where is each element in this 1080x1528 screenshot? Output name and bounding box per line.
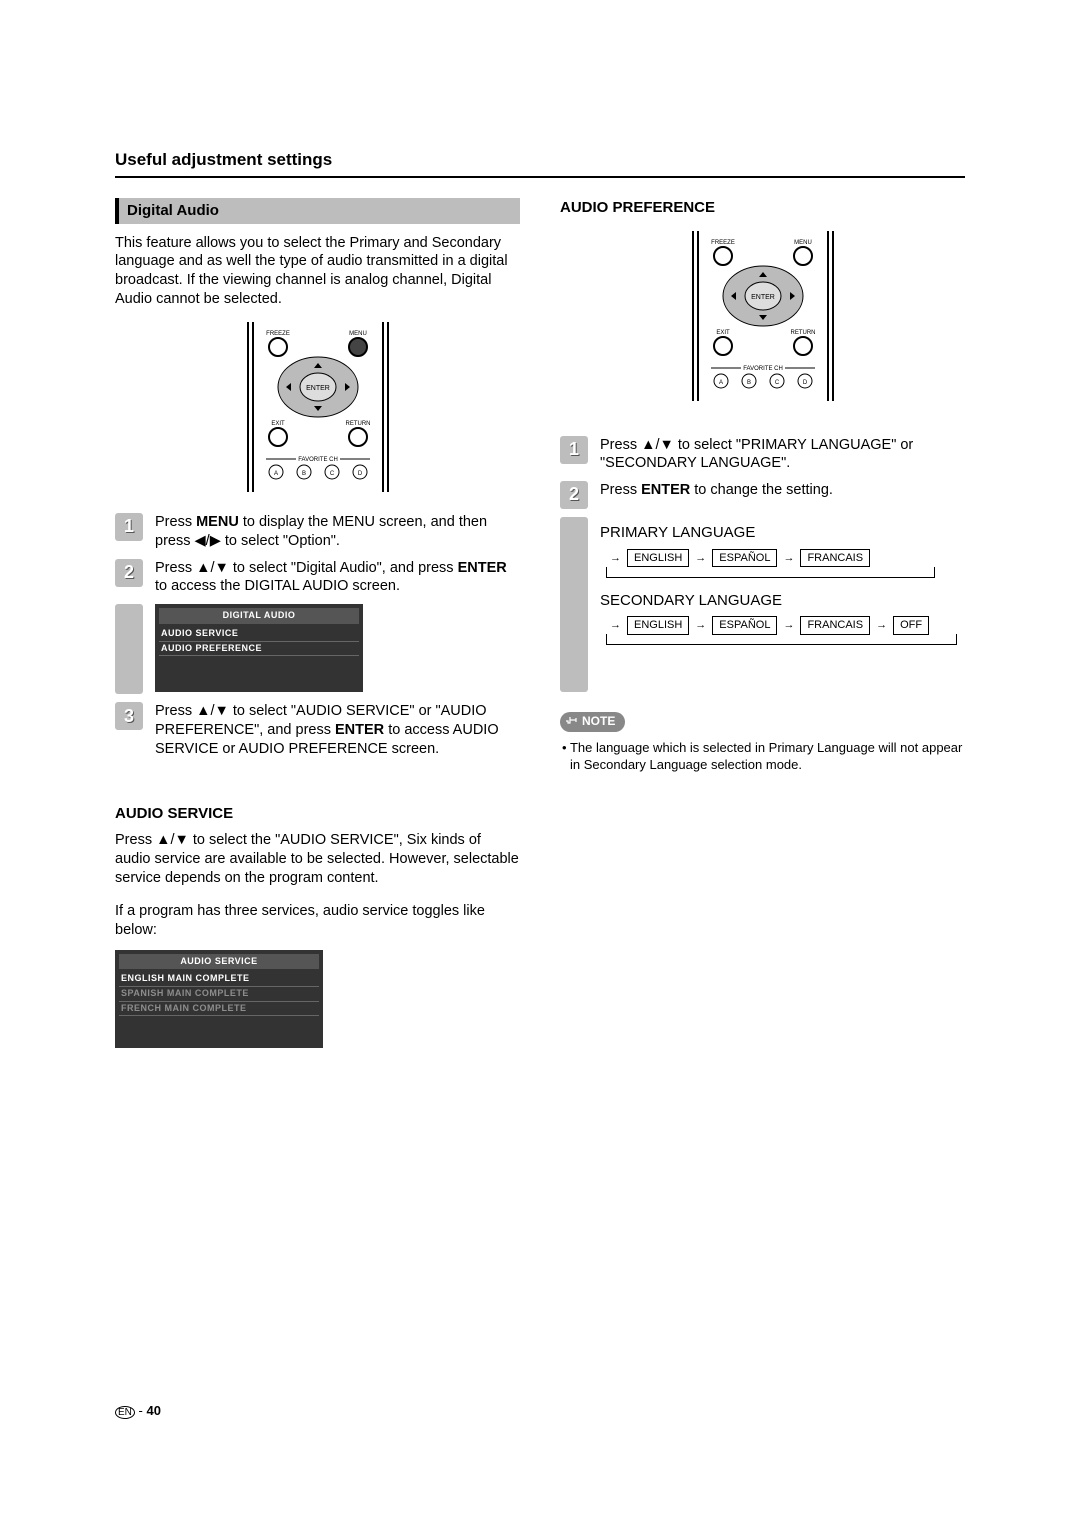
- label-freeze: FREEZE: [266, 331, 290, 337]
- osd-digital-audio: DIGITAL AUDIO AUDIO SERVICE AUDIO PREFER…: [155, 604, 363, 692]
- step-number: 2: [115, 559, 143, 587]
- label-enter: ENTER: [306, 385, 330, 392]
- svg-text:C: C: [329, 471, 334, 477]
- svg-text:ENTER: ENTER: [751, 294, 775, 301]
- intro-text: This feature allows you to select the Pr…: [115, 234, 520, 309]
- note-text: • The language which is selected in Prim…: [560, 740, 965, 774]
- remote-diagram-right: FREEZE MENU ENTER EXIT RE: [673, 226, 853, 406]
- svg-text:B: B: [301, 471, 305, 477]
- svg-text:FAVORITE CH: FAVORITE CH: [743, 366, 783, 372]
- secondary-language-options: → ENGLISH → ESPAÑOL → FRANCAIS → OFF: [600, 616, 965, 634]
- svg-text:C: C: [774, 380, 779, 386]
- divider: [115, 176, 965, 178]
- audio-service-p2: If a program has three services, audio s…: [115, 902, 520, 940]
- audio-service-p1: Press ▲/▼ to select the "AUDIO SERVICE",…: [115, 831, 520, 888]
- note-block: NOTE • The language which is selected in…: [560, 712, 965, 773]
- two-column-layout: Digital Audio This feature allows you to…: [115, 198, 965, 1048]
- page: Useful adjustment settings Digital Audio…: [0, 0, 1080, 1528]
- step-number: 2: [560, 481, 588, 509]
- right-step-1: 1 Press ▲/▼ to select "PRIMARY LANGUAGE"…: [560, 436, 965, 474]
- label-menu: MENU: [349, 331, 367, 337]
- page-number: EN - 40: [115, 1403, 161, 1418]
- svg-text:EXIT: EXIT: [716, 330, 730, 336]
- step-text: Press ▲/▼ to select "Digital Audio", and…: [155, 559, 520, 597]
- right-step-2-body: PRIMARY LANGUAGE → ENGLISH → ESPAÑOL → F…: [560, 517, 965, 692]
- step-1: 1 Press MENU to display the MENU screen,…: [115, 513, 520, 551]
- primary-language-label: PRIMARY LANGUAGE: [600, 523, 965, 543]
- subhead-audio-service: AUDIO SERVICE: [115, 804, 520, 824]
- step-2: 2 Press ▲/▼ to select "Digital Audio", a…: [115, 559, 520, 597]
- svg-text:A: A: [718, 380, 722, 386]
- secondary-language-label: SECONDARY LANGUAGE: [600, 591, 965, 611]
- step-number: 1: [115, 513, 143, 541]
- left-column: Digital Audio This feature allows you to…: [115, 198, 520, 1048]
- section-heading-digital-audio: Digital Audio: [115, 198, 520, 224]
- page-title: Useful adjustment settings: [115, 150, 965, 170]
- step-text: Press ENTER to change the setting.: [600, 481, 833, 500]
- note-badge: NOTE: [560, 712, 625, 732]
- svg-text:A: A: [273, 471, 277, 477]
- step-text: Press MENU to display the MENU screen, a…: [155, 513, 520, 551]
- step-2-osd: DIGITAL AUDIO AUDIO SERVICE AUDIO PREFER…: [115, 604, 520, 694]
- step-text: Press ▲/▼ to select "AUDIO SERVICE" or "…: [155, 702, 520, 759]
- right-column: AUDIO PREFERENCE FREEZE MENU: [560, 198, 965, 1048]
- svg-text:FREEZE: FREEZE: [711, 240, 735, 246]
- svg-text:MENU: MENU: [794, 240, 812, 246]
- svg-text:D: D: [802, 380, 807, 386]
- right-step-2: 2 Press ENTER to change the setting.: [560, 481, 965, 509]
- primary-language-options: → ENGLISH → ESPAÑOL → FRANCAIS: [600, 549, 965, 567]
- subhead-audio-preference: AUDIO PREFERENCE: [560, 198, 965, 218]
- step-number: 1: [560, 436, 588, 464]
- svg-text:B: B: [746, 380, 750, 386]
- label-favorite: FAVORITE CH: [298, 457, 338, 463]
- remote-diagram-left: FREEZE MENU ENTER EXIT: [228, 317, 408, 497]
- step-text: Press ▲/▼ to select "PRIMARY LANGUAGE" o…: [600, 436, 965, 474]
- svg-text:RETURN: RETURN: [790, 330, 815, 336]
- step-number: 3: [115, 702, 143, 730]
- osd-audio-service: AUDIO SERVICE ENGLISH MAIN COMPLETE SPAN…: [115, 950, 323, 1048]
- note-icon: [566, 716, 578, 728]
- label-return: RETURN: [345, 421, 370, 427]
- step-3: 3 Press ▲/▼ to select "AUDIO SERVICE" or…: [115, 702, 520, 759]
- svg-text:D: D: [357, 471, 362, 477]
- label-exit: EXIT: [271, 421, 285, 427]
